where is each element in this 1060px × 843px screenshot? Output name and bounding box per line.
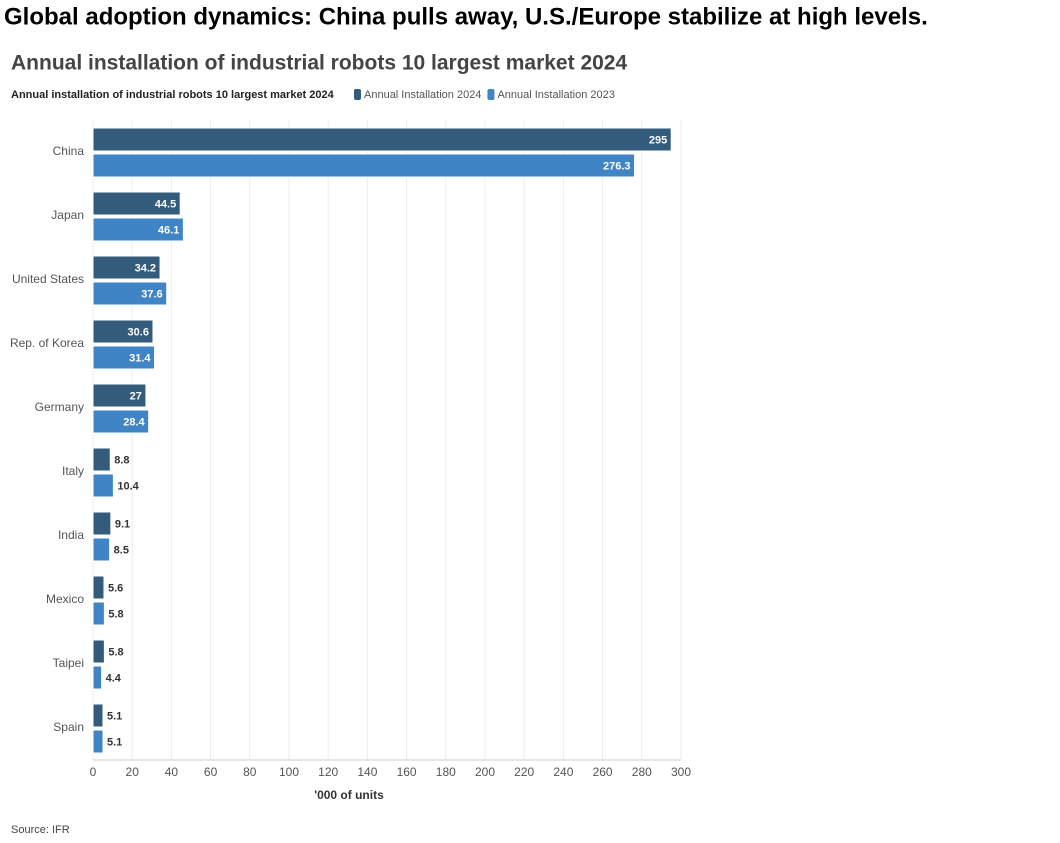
value-label: 276.3 [603,160,631,172]
bar [92,601,105,626]
x-tick-label: 260 [593,765,613,779]
y-tick-label: Taipei [53,656,84,670]
value-label: 9.1 [115,518,130,530]
x-tick-label: 220 [514,765,534,779]
value-label: 46.1 [158,224,179,236]
value-label: 37.6 [141,288,162,300]
x-tick-label: 140 [357,765,377,779]
y-tick-label: Spain [53,720,84,734]
value-label: 10.4 [117,480,139,492]
value-label: 34.2 [135,262,156,274]
bar [92,383,147,408]
value-label: 5.8 [108,608,123,620]
value-label: 27 [130,390,142,402]
value-label: 30.6 [128,326,149,338]
x-axis-label: '000 of units [314,788,384,802]
chart-title: Annual installation of industrial robots… [11,52,627,75]
x-tick-label: 180 [436,765,456,779]
value-label: 8.8 [114,454,129,466]
bar [92,127,672,152]
x-tick-label: 100 [279,765,299,779]
bar [92,639,105,664]
legend-label: Annual Installation 2024 [364,89,481,101]
legend-swatch [354,89,361,100]
bar [92,665,103,690]
value-label: 4.4 [106,672,122,684]
y-tick-label: United States [12,272,84,286]
bar [92,703,104,728]
value-label: 31.4 [129,352,151,364]
value-label: 28.4 [123,416,145,428]
x-tick-label: 280 [632,765,652,779]
y-tick-label: Italy [62,464,84,478]
bar [92,345,156,370]
y-tick-label: India [58,528,84,542]
x-tick-label: 300 [671,765,691,779]
bar [92,319,154,344]
x-tick-label: 0 [90,765,97,779]
bar [92,511,112,536]
x-tick-label: 240 [553,765,573,779]
x-tick-label: 20 [126,765,140,779]
x-tick-label: 40 [165,765,179,779]
value-label: 44.5 [155,198,176,210]
bar [92,255,161,280]
legend-title: Annual installation of industrial robots… [11,89,335,101]
value-label: 5.1 [107,710,122,722]
bar [92,537,111,562]
bar [92,409,150,434]
bar [92,281,168,306]
bar [92,447,111,472]
x-tick-label: 160 [397,765,417,779]
y-tick-label: Mexico [46,592,84,606]
y-tick-label: China [53,144,85,158]
bar [92,729,104,754]
legend-swatch [487,89,495,100]
y-tick-label: Rep. of Korea [10,336,84,350]
y-tick-label: Germany [35,400,84,414]
value-label: 8.5 [114,544,129,556]
value-label: 295 [649,134,667,146]
bar [92,191,181,216]
bar [92,473,114,498]
value-label: 5.1 [107,736,122,748]
bar [92,217,184,242]
x-tick-label: 120 [318,765,338,779]
x-tick-label: 80 [243,765,257,779]
x-tick-label: 60 [204,765,218,779]
x-tick-label: 200 [475,765,495,779]
source: Source: IFR [11,824,70,836]
value-label: 5.8 [108,646,123,658]
bar [92,575,105,600]
legend-label: Annual Installation 2023 [497,89,614,101]
y-tick-label: Japan [51,208,84,222]
value-label: 5.6 [108,582,123,594]
bar [92,153,636,178]
page-heading: Global adoption dynamics: China pulls aw… [4,3,928,30]
